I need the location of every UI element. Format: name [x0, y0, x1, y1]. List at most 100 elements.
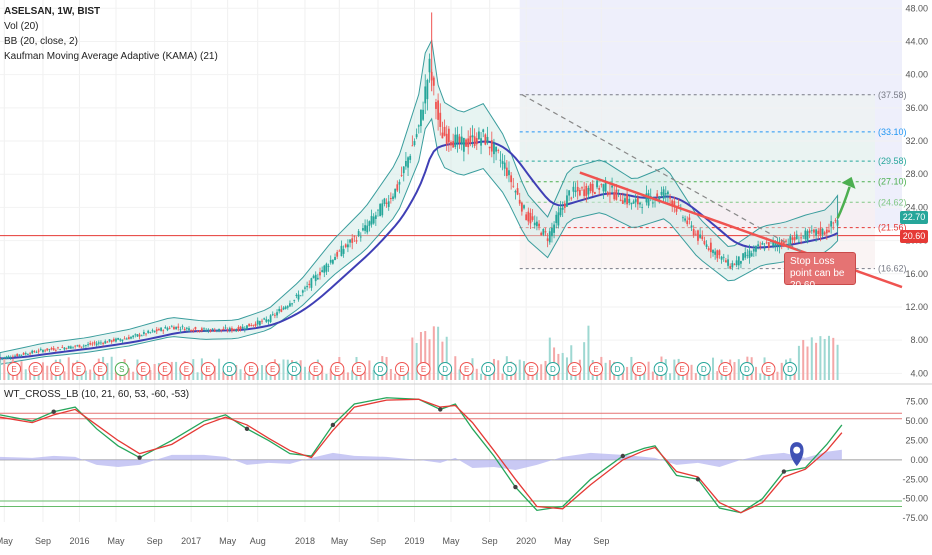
- candle-body: [121, 339, 124, 342]
- last-price-tag: 22.70: [900, 211, 928, 224]
- volume-bar: [832, 337, 835, 380]
- candle-body: [525, 214, 528, 221]
- candle-body: [703, 240, 706, 245]
- candle-body: [256, 320, 259, 325]
- y-tick-label: 44.00: [905, 36, 928, 46]
- candle-body: [709, 242, 712, 253]
- volume-bar: [518, 359, 521, 380]
- candle-body: [29, 353, 31, 355]
- candle-body: [658, 196, 661, 200]
- candle-body: [44, 350, 46, 352]
- candle-body: [100, 342, 102, 344]
- candle-body: [61, 346, 64, 348]
- candle-body: [209, 330, 212, 332]
- candle-body: [82, 345, 85, 347]
- candle-body: [160, 327, 162, 331]
- candle-body: [39, 349, 42, 350]
- candle-body: [673, 201, 676, 207]
- candle-body: [91, 343, 94, 345]
- candle-body: [222, 328, 225, 331]
- candle-body: [746, 254, 749, 256]
- candle-body: [490, 140, 493, 152]
- candle-body: [724, 260, 727, 263]
- x-tick-label: Aug: [250, 536, 266, 546]
- candle-body: [615, 189, 618, 200]
- candle-body: [825, 229, 828, 234]
- candle-body: [372, 216, 375, 224]
- candle-body: [458, 136, 461, 143]
- candle-body: [718, 250, 721, 256]
- volume-bar: [815, 342, 818, 380]
- volume-bar: [119, 373, 122, 380]
- event-marker: [567, 362, 582, 376]
- candle-body: [46, 348, 49, 351]
- candle-body: [207, 329, 210, 331]
- candle-body: [138, 334, 141, 337]
- candle-body: [24, 353, 27, 355]
- event-marker: [114, 362, 129, 376]
- volume-bar: [209, 371, 212, 380]
- candle-body: [185, 327, 188, 329]
- candle-body: [516, 188, 519, 195]
- event-marker-label: D: [378, 365, 384, 374]
- event-marker: [265, 362, 280, 376]
- candle-body: [218, 328, 220, 331]
- candle-body: [355, 240, 358, 242]
- stop-loss-annotation[interactable]: Stop Loss point can be 20.60: [784, 252, 856, 291]
- candle-body: [780, 240, 783, 246]
- candle-body: [688, 217, 691, 220]
- volume-bar: [802, 339, 805, 380]
- candle-body: [226, 330, 229, 331]
- event-marker: [718, 362, 733, 376]
- volume-bar: [261, 365, 264, 380]
- volume-bar: [20, 361, 23, 380]
- candle-body: [664, 193, 667, 195]
- candle-body: [692, 228, 695, 236]
- volume-bar: [170, 361, 173, 380]
- candle-body: [233, 328, 235, 331]
- event-marker: [244, 362, 259, 376]
- oscillator-legend: WT_CROSS_LB (10, 21, 60, 53, -60, -53): [4, 389, 190, 400]
- volume-bar: [544, 360, 547, 380]
- volume-bar: [604, 362, 607, 380]
- candle-body: [261, 320, 263, 322]
- candle-body: [806, 231, 809, 241]
- candle-body: [774, 240, 777, 247]
- candle-body: [583, 189, 586, 196]
- candle-body: [353, 236, 356, 238]
- event-marker-label: E: [766, 365, 771, 374]
- candle-body: [200, 328, 203, 331]
- osc-y-tick-label: -25.00: [902, 474, 928, 484]
- candle-body: [505, 167, 508, 177]
- candle-body: [733, 264, 736, 266]
- candle-body: [450, 141, 452, 146]
- volume-bar: [114, 370, 117, 380]
- candle-body: [145, 333, 147, 335]
- event-marker: [783, 362, 797, 376]
- fib-level-label: (24.62): [878, 197, 907, 207]
- candle-body: [119, 339, 122, 341]
- candle-body: [194, 327, 197, 330]
- candle-body: [497, 150, 500, 151]
- candle-body: [486, 136, 489, 144]
- pin-marker-icon: [789, 442, 804, 467]
- candle-body: [312, 275, 315, 279]
- indicator-volume: Vol (20): [4, 21, 39, 32]
- event-marker: [136, 362, 151, 376]
- candle-body: [499, 159, 502, 161]
- candle-body: [301, 290, 304, 293]
- candle-body: [437, 100, 440, 120]
- candle-body: [735, 260, 738, 266]
- candle-body: [175, 326, 178, 330]
- candle-body: [319, 271, 321, 276]
- candle-body: [527, 211, 530, 222]
- candle-body: [316, 277, 319, 280]
- x-tick-label: May: [219, 536, 237, 546]
- candle-body: [93, 342, 96, 344]
- event-marker: [632, 362, 647, 376]
- candle-body: [467, 138, 470, 148]
- candle-body: [72, 346, 74, 348]
- candle-body: [336, 252, 339, 257]
- candle-body: [310, 278, 313, 288]
